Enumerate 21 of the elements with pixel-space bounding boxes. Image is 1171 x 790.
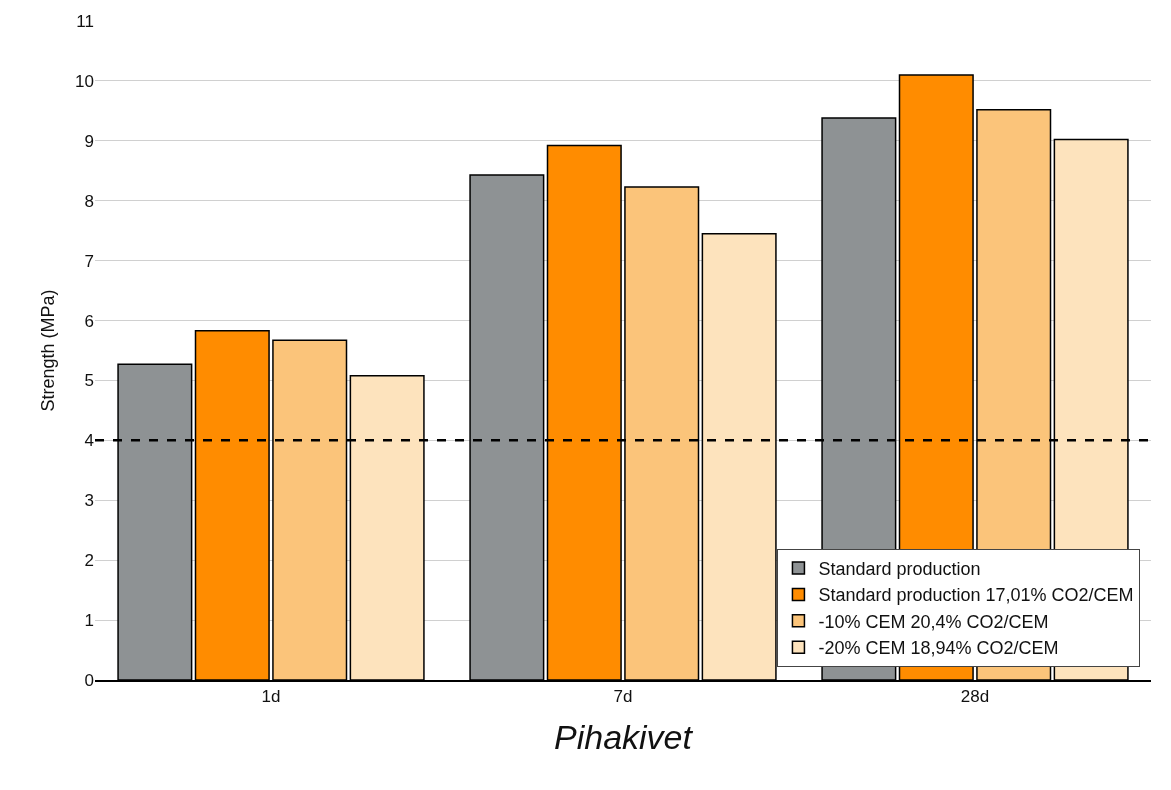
x-tick-label: 1d: [261, 687, 281, 707]
legend-label: Standard production: [818, 559, 981, 580]
y-tick-label: 3: [84, 491, 94, 511]
legend-label: Standard production 17,01% CO2/CEM: [818, 585, 1134, 606]
x-axis-title: Pihakivet: [554, 718, 694, 757]
y-tick-label: 1: [84, 611, 94, 631]
y-tick-label: 10: [75, 71, 94, 91]
legend-label: -20% CEM 18,94% CO2/CEM: [818, 638, 1059, 659]
y-tick-label: 2: [84, 551, 94, 571]
y-tick-label: 4: [84, 431, 94, 451]
y-tick-label: 6: [84, 311, 94, 331]
y-tick-label: 5: [84, 371, 94, 391]
x-tick-label: 7d: [613, 687, 633, 707]
y-axis-title: Strength (MPa): [38, 289, 59, 412]
y-tick-label: 8: [84, 191, 94, 211]
y-tick-label: 11: [76, 11, 94, 31]
y-tick-label: 7: [84, 251, 94, 271]
y-tick-label: 0: [84, 670, 94, 690]
x-tick-label: 28d: [960, 687, 990, 707]
legend-label: -10% CEM 20,4% CO2/CEM: [818, 611, 1049, 632]
y-tick-label: 9: [84, 131, 94, 151]
